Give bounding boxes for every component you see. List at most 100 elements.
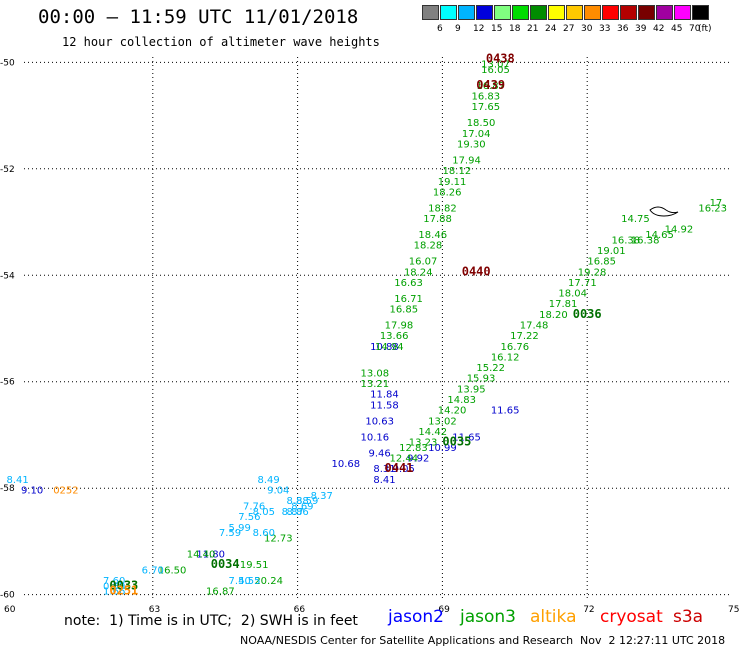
pass-time-label: 0251 xyxy=(109,584,138,598)
wave-height-point: 7.76 xyxy=(243,502,265,513)
wave-height-point: 8.60 xyxy=(253,528,275,539)
wave-height-point: 16.76 xyxy=(500,342,529,353)
wave-height-point: 16.87 xyxy=(476,81,505,92)
footer-note: note: 1) Time is in UTC; 2) SWH is in fe… xyxy=(64,613,358,629)
wave-height-point: 0252 xyxy=(53,486,78,497)
wave-height-point: 18.04 xyxy=(558,289,587,300)
wave-height-point: 17.48 xyxy=(520,321,549,332)
lat-tick-label: -58 xyxy=(0,484,15,494)
wave-height-point: 7.56 xyxy=(238,512,260,523)
page-title: 00:00 – 11:59 UTC 11/01/2018 xyxy=(38,6,359,28)
lon-tick-label: 75 xyxy=(728,605,739,615)
wave-height-point: 18.12 xyxy=(443,166,472,177)
wave-height-point: 16.85 xyxy=(587,257,616,268)
legend-label: 70 xyxy=(689,24,701,34)
wave-height-point: 16.38 xyxy=(631,235,660,246)
wave-height-point: 17.65 xyxy=(472,102,501,113)
wave-height-point: 19.11 xyxy=(438,177,467,188)
wave-height-point: 18.82 xyxy=(428,203,457,214)
wave-height-point: 16.71 xyxy=(394,294,423,305)
wave-height-point: 11.65 xyxy=(491,406,520,417)
wave-height-point: 8.41 xyxy=(7,475,29,486)
pass-time-label: 0439 xyxy=(476,78,505,92)
wave-height-point: 16.12 xyxy=(491,352,520,363)
wave-height-point: 15.93 xyxy=(467,374,496,385)
wave-height-point: 19.01 xyxy=(597,246,626,257)
legend-label: 45 xyxy=(671,24,683,34)
wave-height-point: 8.41 xyxy=(373,475,395,486)
legend-label: 30 xyxy=(581,24,593,34)
wave-height-point: 10.68 xyxy=(332,459,361,470)
satellite-jason2: jason2 xyxy=(388,607,444,627)
legend-swatch xyxy=(458,5,475,20)
wave-height-point: 8.31 xyxy=(373,464,395,475)
lon-tick-label: 66 xyxy=(294,605,306,615)
wave-height-point: 19.51 xyxy=(240,560,269,571)
wave-height-point: 11.58 xyxy=(370,400,399,411)
legend-swatch xyxy=(584,5,601,20)
legend-swatch xyxy=(440,5,457,20)
pass-time-label: 0034 xyxy=(211,557,240,571)
wave-height-point: 13.66 xyxy=(380,331,409,342)
legend-unit: (ft) xyxy=(698,24,712,34)
lat-tick-label: -56 xyxy=(0,378,15,388)
wave-height-point: 16.38 xyxy=(611,235,640,246)
wave-height-point: 15.22 xyxy=(476,363,505,374)
wave-height-point: 8.87 xyxy=(282,507,304,518)
wave-height-point: 8.49 xyxy=(258,475,280,486)
credit-line: NOAA/NESDIS Center for Satellite Applica… xyxy=(240,634,574,647)
wave-height-point: 12.44 xyxy=(389,454,418,465)
wave-height-point: 13.23 xyxy=(409,438,438,449)
wave-height-point: 5.99 xyxy=(229,523,251,534)
satellite-jason3: jason3 xyxy=(460,607,516,627)
wave-height-point: 8.88 xyxy=(286,496,308,507)
wave-height-point: 9.05 xyxy=(393,464,415,475)
wave-height-point: 7.59 xyxy=(219,528,241,539)
legend-label: 39 xyxy=(635,24,647,34)
satellite-s3a: s3a xyxy=(673,607,704,627)
legend-swatch xyxy=(638,5,655,20)
pass-time-label: 0440 xyxy=(462,264,491,278)
wave-height-point: 10.99 xyxy=(428,443,457,454)
wave-height-point: 20.24 xyxy=(254,576,283,587)
wave-height-point: 13.95 xyxy=(457,384,486,395)
wave-height-point: 4.55 xyxy=(238,576,260,587)
legend-label: 18 xyxy=(509,24,521,34)
legend-label: 24 xyxy=(545,24,557,34)
wave-height-point: 13.21 xyxy=(361,379,390,390)
wave-height-point: 18.50 xyxy=(467,118,496,129)
lat-tick-label: -50 xyxy=(0,58,15,68)
wave-height-point: 17.81 xyxy=(549,299,578,310)
wave-height-point: 0.59 xyxy=(103,581,125,592)
wave-height-point: 13.08 xyxy=(361,368,390,379)
wave-height-point: 9.46 xyxy=(369,448,391,459)
wave-height-point: 16.05 xyxy=(481,65,510,76)
wave-height-point: 10.63 xyxy=(365,416,394,427)
pass-time-label: 0035 xyxy=(442,435,471,449)
wave-height-point: 8.69 xyxy=(291,502,313,513)
legend-swatch xyxy=(656,5,673,20)
wave-height-point: 11.65 xyxy=(452,432,481,443)
wave-height-point: 11.80 xyxy=(196,549,225,560)
lat-tick-label: -60 xyxy=(0,591,15,601)
wave-height-point: 18.46 xyxy=(418,230,447,241)
wave-height-point: 10.16 xyxy=(361,432,390,443)
legend-label: 33 xyxy=(599,24,611,34)
legend-label: 42 xyxy=(653,24,665,34)
legend-swatch xyxy=(494,5,511,20)
satellite-altika: altika xyxy=(530,607,577,627)
wave-height-point: 16.85 xyxy=(389,305,418,316)
lon-tick-label: 63 xyxy=(149,605,160,615)
lat-tick-label: -54 xyxy=(0,271,15,281)
wave-height-point: 8.37 xyxy=(311,491,333,502)
wave-height-point: 16.50 xyxy=(158,565,187,576)
wave-height-point: 16.83 xyxy=(472,92,501,103)
wave-height-point: 1.66 xyxy=(103,587,125,598)
legend-swatch xyxy=(422,5,439,20)
pass-time-label: 0441 xyxy=(385,461,414,475)
wave-height-point: 17.71 xyxy=(568,278,597,289)
wave-height-point: 13.02 xyxy=(428,416,457,427)
wave-height-point: 14.92 xyxy=(665,225,694,236)
wave-height-point: 14.94 xyxy=(375,342,404,353)
wave-height-point: 18.28 xyxy=(414,241,443,252)
